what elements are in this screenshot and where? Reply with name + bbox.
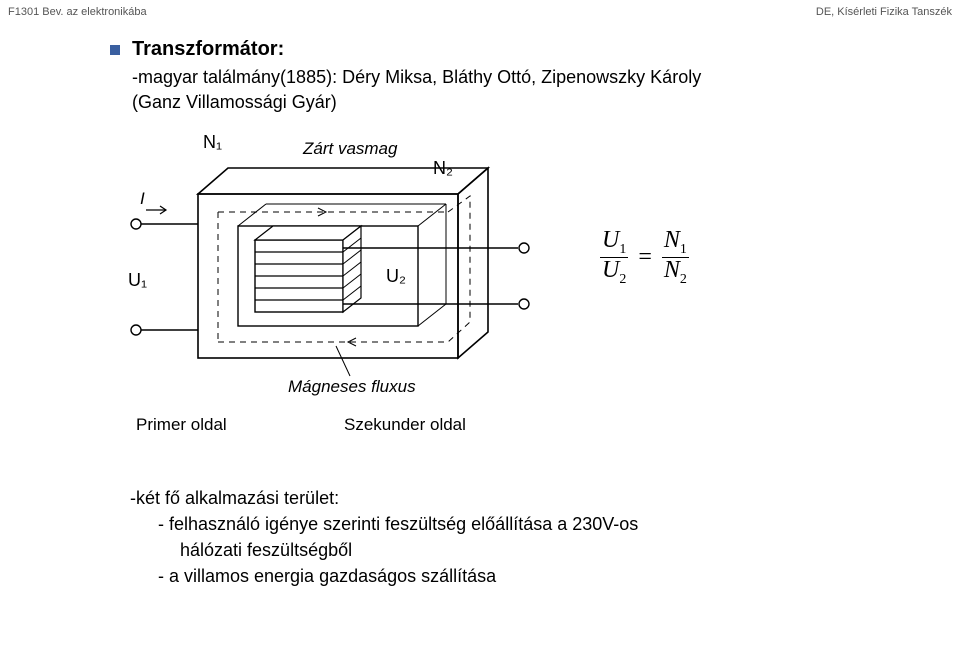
transformer-diagram: N₁ Zárt vasmag N₂ I U₁ (118, 130, 568, 450)
main-content: Transzformátor: -magyar találmány(1885):… (110, 38, 860, 115)
label-szekunder: Szekunder oldal (344, 415, 466, 434)
header-right: DE, Kísérleti Fizika Tanszék (816, 6, 952, 18)
label-I: I (140, 189, 145, 208)
header-left: F1301 Bev. az elektronikába (8, 6, 147, 18)
label-primer: Primer oldal (136, 415, 227, 434)
subtitle-2: (Ganz Villamossági Gyár) (132, 90, 860, 115)
section-title: Transzformátor: (132, 38, 284, 61)
label-u1: U₁ (128, 270, 147, 290)
applications-block: -két fő alkalmazási terület: - felhaszná… (130, 485, 638, 589)
apps-line-1: - felhasználó igénye szerinti feszültség… (158, 511, 638, 537)
label-flux: Mágneses fluxus (288, 377, 416, 396)
label-n1: N₁ (203, 132, 222, 152)
bullet-icon (110, 45, 120, 55)
label-zart: Zárt vasmag (302, 139, 398, 158)
apps-line-2: hálózati feszültségből (180, 537, 638, 563)
apps-line-3: - a villamos energia gazdaságos szállítá… (158, 563, 638, 589)
label-u2: U₂ (386, 266, 406, 286)
transformer-equation: U1 U2 = N1 N2 (600, 228, 689, 288)
apps-heading: -két fő alkalmazási terület: (130, 485, 638, 511)
subtitle-1: -magyar találmány(1885): Déry Miksa, Blá… (132, 65, 860, 90)
